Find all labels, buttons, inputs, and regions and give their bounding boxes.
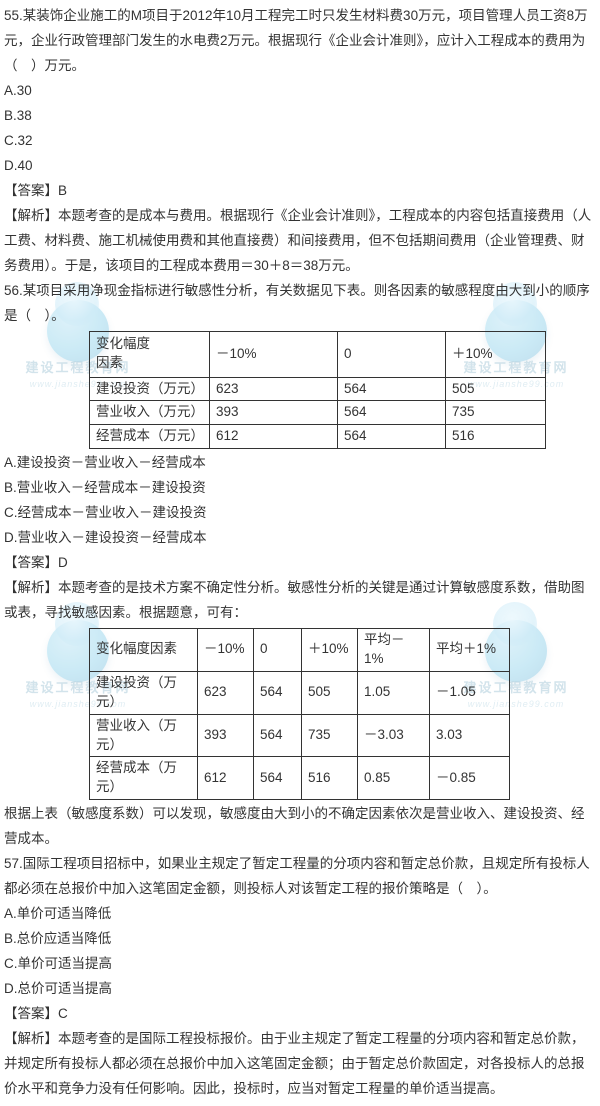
table-cell: 623 [198, 671, 254, 714]
q56-option-d: D.营业收入－建设投资－经营成本 [4, 526, 592, 551]
table-cell: 3.03 [430, 714, 510, 757]
table-cell: 505 [302, 671, 358, 714]
table-row: 建设投资（万元） 623 564 505 1.05 －1.05 [90, 671, 510, 714]
q57-option-a: A.单价可适当降低 [4, 902, 592, 927]
q55-text: 55.某装饰企业施工的M项目于2012年10月工程完工时只发生材料费30万元，项… [4, 4, 592, 79]
q56-table2: 变化幅度因素 －10% 0 ＋10% 平均－1% 平均＋1% 建设投资（万元） … [89, 628, 510, 800]
table-row: 营业收入（万元） 393 564 735 －3.03 3.03 [90, 714, 510, 757]
table-cell: 393 [198, 714, 254, 757]
q57-text: 57.国际工程项目招标中，如果业主规定了暂定工程量的分项内容和暂定总价款，且规定… [4, 852, 592, 902]
table-cell: 564 [254, 757, 302, 800]
table-cell: 0 [254, 629, 302, 672]
table-cell: 505 [446, 377, 546, 401]
table-cell: ＋10% [446, 331, 546, 377]
table-cell: 564 [338, 377, 446, 401]
q57-explanation: 【解析】本题考查的是国际工程投标报价。由于业主规定了暂定工程量的分项内容和暂定总… [4, 1027, 592, 1102]
q56-answer: 【答案】D [4, 551, 592, 576]
table-cell: 建设投资（万元） [90, 377, 210, 401]
table-cell: 平均－1% [358, 629, 430, 672]
table-cell: －0.85 [430, 757, 510, 800]
table-row: 经营成本（万元） 612 564 516 0.85 －0.85 [90, 757, 510, 800]
table-cell: 735 [446, 401, 546, 425]
table-cell: 1.05 [358, 671, 430, 714]
table-cell: 营业收入（万元） [90, 401, 210, 425]
table-cell: －10% [210, 331, 338, 377]
table-cell: 变化幅度 因素 [90, 331, 210, 377]
table-cell: 平均＋1% [430, 629, 510, 672]
q56-text: 56.某项目采用净现金指标进行敏感性分析，有关数据见下表。则各因素的敏感程度由大… [4, 279, 592, 329]
table-cell: 564 [254, 671, 302, 714]
table-cell: ＋10% [302, 629, 358, 672]
table-cell: 经营成本（万元） [90, 757, 198, 800]
table-cell: 612 [198, 757, 254, 800]
q56-option-c: C.经营成本－营业收入－建设投资 [4, 501, 592, 526]
table-cell: 612 [210, 425, 338, 449]
table-row: 变化幅度因素 －10% 0 ＋10% 平均－1% 平均＋1% [90, 629, 510, 672]
table-row: 营业收入（万元） 393 564 735 [90, 401, 546, 425]
table-cell: －10% [198, 629, 254, 672]
table-cell: 564 [338, 401, 446, 425]
table-row: 建设投资（万元） 623 564 505 [90, 377, 546, 401]
q57-option-c: C.单价可适当提高 [4, 952, 592, 977]
table-cell: 564 [338, 425, 446, 449]
table-cell: 735 [302, 714, 358, 757]
table-cell: 经营成本（万元） [90, 425, 210, 449]
table-cell: 516 [446, 425, 546, 449]
table-cell: 623 [210, 377, 338, 401]
q56-table1: 变化幅度 因素 －10% 0 ＋10% 建设投资（万元） 623 564 505… [89, 331, 546, 450]
q57-option-b: B.总价应适当降低 [4, 927, 592, 952]
table-cell: 0 [338, 331, 446, 377]
q55-answer: 【答案】B [4, 179, 592, 204]
table-cell: 变化幅度因素 [90, 629, 198, 672]
q56-option-a: A.建设投资－营业收入－经营成本 [4, 451, 592, 476]
q55-option-c: C.32 [4, 129, 592, 154]
q56-explanation-1: 【解析】本题考查的是技术方案不确定性分析。敏感性分析的关键是通过计算敏感度系数，… [4, 576, 592, 626]
q55-option-d: D.40 [4, 154, 592, 179]
table-cell: 0.85 [358, 757, 430, 800]
table-cell: 393 [210, 401, 338, 425]
table-row: 变化幅度 因素 －10% 0 ＋10% [90, 331, 546, 377]
table-cell: 564 [254, 714, 302, 757]
q57-answer: 【答案】C [4, 1002, 592, 1027]
table-cell: 营业收入（万元） [90, 714, 198, 757]
table-cell: －1.05 [430, 671, 510, 714]
table-cell: －3.03 [358, 714, 430, 757]
q55-option-b: B.38 [4, 104, 592, 129]
table-row: 经营成本（万元） 612 564 516 [90, 425, 546, 449]
q56-explanation-2: 根据上表（敏感度系数）可以发现，敏感度由大到小的不确定因素依次是营业收入、建设投… [4, 802, 592, 852]
q56-option-b: B.营业收入－经营成本－建设投资 [4, 476, 592, 501]
table-cell: 516 [302, 757, 358, 800]
q55-explanation: 【解析】本题考查的是成本与费用。根据现行《企业会计准则》，工程成本的内容包括直接… [4, 204, 592, 279]
q55-option-a: A.30 [4, 79, 592, 104]
table-cell: 建设投资（万元） [90, 671, 198, 714]
q57-option-d: D.总价可适当提高 [4, 977, 592, 1002]
